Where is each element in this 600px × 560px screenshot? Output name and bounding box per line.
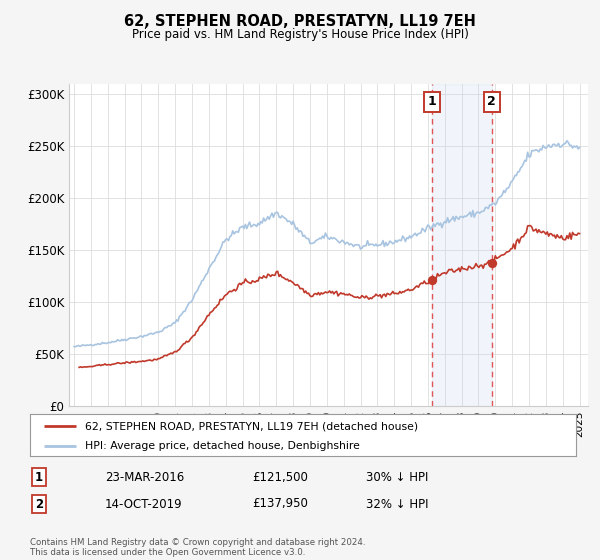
Text: 2: 2 [35,497,43,511]
Bar [431,84,492,406]
Text: 2: 2 [487,95,496,108]
Point [427,276,436,284]
Text: 23-MAR-2016: 23-MAR-2016 [105,470,184,484]
Text: Price paid vs. HM Land Registry's House Price Index (HPI): Price paid vs. HM Land Registry's House … [131,28,469,41]
Text: 14-OCT-2019: 14-OCT-2019 [105,497,182,511]
Point [487,258,497,267]
Text: 1: 1 [35,470,43,484]
Text: Contains HM Land Registry data © Crown copyright and database right 2024.
This d: Contains HM Land Registry data © Crown c… [30,538,365,557]
Text: HPI: Average price, detached house, Denbighshire: HPI: Average price, detached house, Denb… [85,441,359,451]
Text: 62, STEPHEN ROAD, PRESTATYN, LL19 7EH: 62, STEPHEN ROAD, PRESTATYN, LL19 7EH [124,14,476,29]
Text: 1: 1 [427,95,436,108]
Text: 30% ↓ HPI: 30% ↓ HPI [366,470,428,484]
Text: 62, STEPHEN ROAD, PRESTATYN, LL19 7EH (detached house): 62, STEPHEN ROAD, PRESTATYN, LL19 7EH (d… [85,421,418,431]
Text: £121,500: £121,500 [252,470,308,484]
Text: 32% ↓ HPI: 32% ↓ HPI [366,497,428,511]
Text: £137,950: £137,950 [252,497,308,511]
